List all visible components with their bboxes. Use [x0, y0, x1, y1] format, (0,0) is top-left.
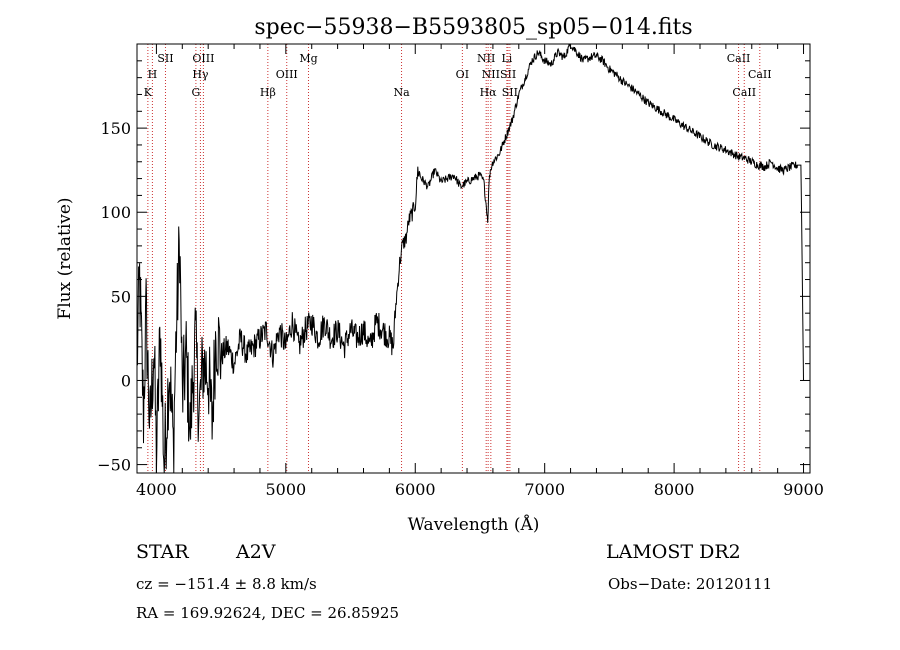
x-tick-label: 6000 — [395, 480, 436, 499]
x-tick-label: 8000 — [654, 480, 695, 499]
marker-label: K — [144, 86, 153, 99]
marker-label: SII — [157, 52, 173, 65]
marker-label: OI — [456, 68, 469, 81]
x-tick-label: 9000 — [783, 480, 824, 499]
marker-label: NII — [477, 52, 495, 65]
subclass: A2V — [236, 541, 276, 563]
chart-title: spec−55938−B5593805_sp05−014.fits — [254, 15, 692, 40]
marker-label: Hγ — [192, 68, 209, 81]
marker-label: H — [148, 68, 158, 81]
marker-label: Mg — [299, 52, 317, 65]
marker-label: Hα — [480, 86, 498, 99]
marker-label: OIII — [192, 52, 214, 65]
spectrum-line — [137, 44, 804, 473]
y-tick-label: 0 — [121, 371, 131, 390]
marker-label: SII — [500, 68, 516, 81]
marker-label: CaII — [727, 52, 751, 65]
y-tick-label: −50 — [97, 456, 131, 475]
y-tick-label: 100 — [100, 203, 131, 222]
plot-frame — [136, 43, 811, 474]
marker-label: CaII — [732, 86, 756, 99]
marker-label: Hβ — [260, 86, 276, 99]
redshift-info: cz = −151.4 ± 8.8 km/s — [136, 575, 317, 593]
object-class: STAR — [136, 541, 189, 563]
marker-label: SII — [502, 86, 518, 99]
survey-name: LAMOST DR2 — [606, 541, 741, 563]
marker-label: Na — [393, 86, 410, 99]
x-tick-label: 5000 — [265, 480, 306, 499]
coordinates: RA = 169.92624, DEC = 26.85925 — [136, 604, 400, 622]
x-tick-label: 4000 — [136, 480, 177, 499]
x-tick-label: 7000 — [524, 480, 565, 499]
marker-label: CaII — [748, 68, 772, 81]
obs-date: Obs−Date: 20120111 — [608, 575, 773, 593]
marker-label: OIII — [276, 68, 298, 81]
x-axis-label: Wavelength (Å) — [408, 514, 540, 535]
y-axis-label: Flux (relative) — [55, 197, 75, 319]
marker-label: G — [191, 86, 200, 99]
marker-label: NII — [482, 68, 500, 81]
y-tick-label: 150 — [100, 119, 131, 138]
marker-label: Li — [501, 52, 512, 65]
y-tick-label: 50 — [111, 287, 131, 306]
